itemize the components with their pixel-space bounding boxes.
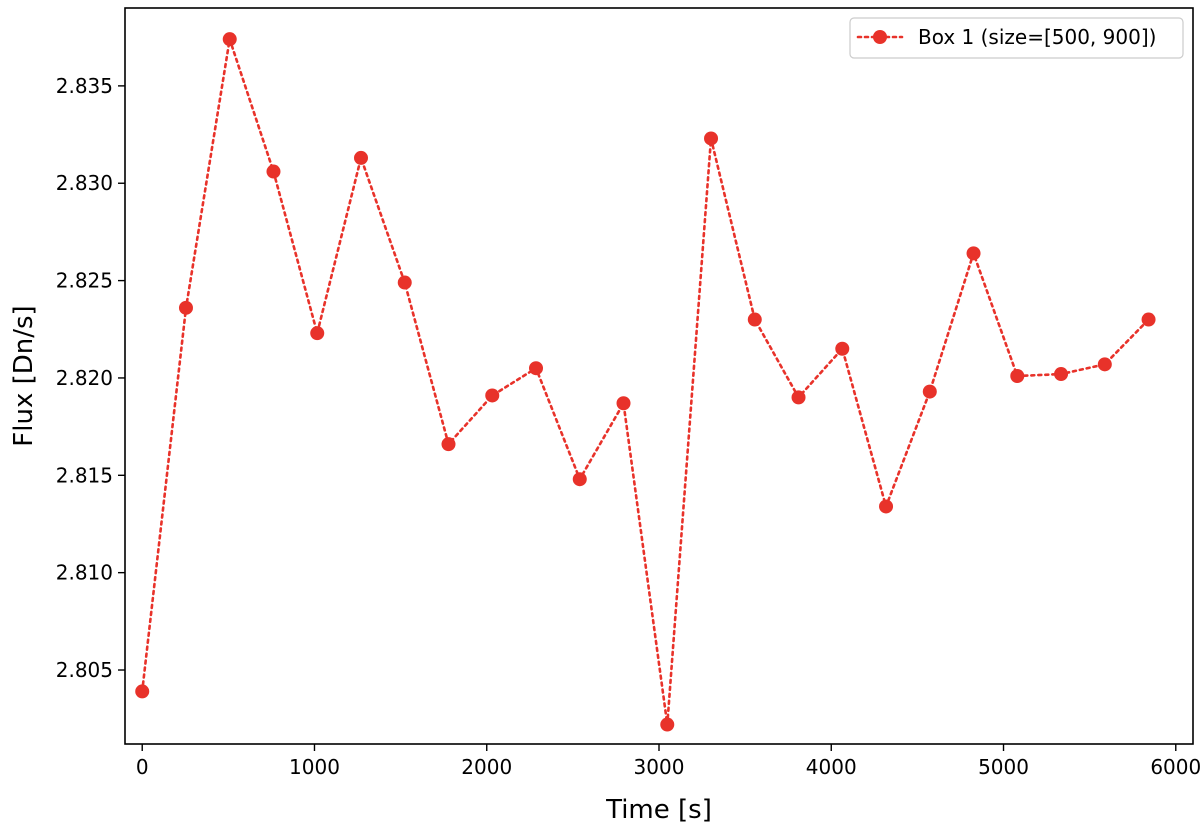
y-tick-label: 2.810 <box>56 561 113 585</box>
data-point <box>966 246 981 261</box>
data-point <box>879 499 894 514</box>
data-point <box>135 684 150 699</box>
legend-marker <box>873 30 887 44</box>
series-line <box>140 38 1150 725</box>
y-tick-label: 2.830 <box>56 171 113 195</box>
data-point <box>397 275 412 290</box>
x-tick-label: 6000 <box>1150 755 1200 779</box>
x-axis-label: Time [s] <box>605 795 712 825</box>
data-point <box>310 326 325 341</box>
data-point <box>616 396 631 411</box>
data-point <box>747 312 762 327</box>
y-tick-label: 2.815 <box>56 463 113 487</box>
data-point <box>835 341 850 356</box>
x-tick-label: 1000 <box>289 755 340 779</box>
data-point <box>441 437 456 452</box>
legend-label: Box 1 (size=[500, 900]) <box>918 25 1156 49</box>
data-point <box>791 390 806 405</box>
data-point <box>222 32 237 47</box>
data-point <box>1097 357 1112 372</box>
y-tick-label: 2.820 <box>56 366 113 390</box>
series-layer <box>135 32 1156 732</box>
data-point <box>922 384 937 399</box>
data-point <box>660 717 675 732</box>
legend-box <box>849 17 1184 59</box>
data-point <box>704 131 719 146</box>
x-tick-label: 5000 <box>978 755 1029 779</box>
x-tick-label: 3000 <box>634 755 685 779</box>
data-point <box>266 164 281 179</box>
y-axis-label: Flux [Dn/s] <box>9 305 39 446</box>
y-tick-label: 2.805 <box>56 658 113 682</box>
data-point <box>1054 367 1069 382</box>
y-tick-label: 2.825 <box>56 269 113 293</box>
legend: Box 1 (size=[500, 900]) <box>849 17 1184 59</box>
axes-layer: 0 1000 2000 3000 4000 5000 6000 2.805 2.810 2.815… <box>9 74 1200 825</box>
data-point <box>178 300 193 315</box>
data-point <box>485 388 500 403</box>
data-point <box>1010 369 1025 383</box>
x-tick-label: 4000 <box>806 755 857 779</box>
data-point <box>1141 312 1156 327</box>
data-point <box>572 472 587 487</box>
x-tick-label: 0 <box>136 755 149 779</box>
x-tick-label: 2000 <box>461 755 512 779</box>
data-point <box>353 150 368 165</box>
y-tick-label: 2.835 <box>56 74 113 98</box>
data-point <box>529 361 544 376</box>
